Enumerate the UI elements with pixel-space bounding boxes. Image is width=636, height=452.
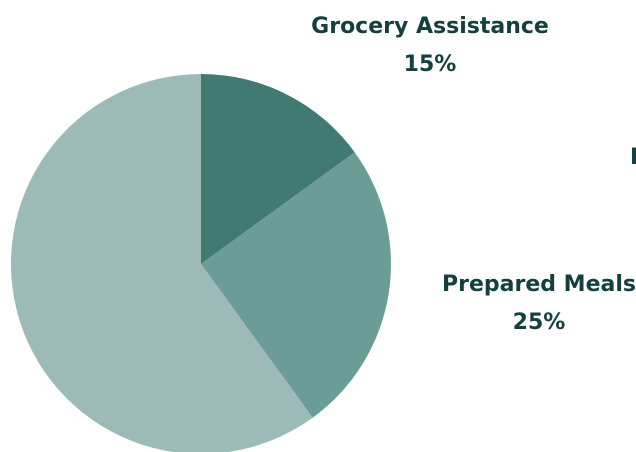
slice-label-prepared-meals: Prepared Meals (442, 272, 636, 297)
pie-slice-remaining (11, 74, 313, 452)
slice-label-fragment: P (630, 145, 636, 170)
pie-slice-prepared-meals (201, 152, 391, 418)
slice-value-grocery-assistance: 15% (404, 52, 457, 77)
slice-value-prepared-meals: 25% (513, 310, 566, 335)
pie-slices (11, 74, 391, 452)
slice-label-grocery-assistance: Grocery Assistance (311, 14, 549, 39)
pie-slice-grocery-assistance (201, 74, 355, 264)
